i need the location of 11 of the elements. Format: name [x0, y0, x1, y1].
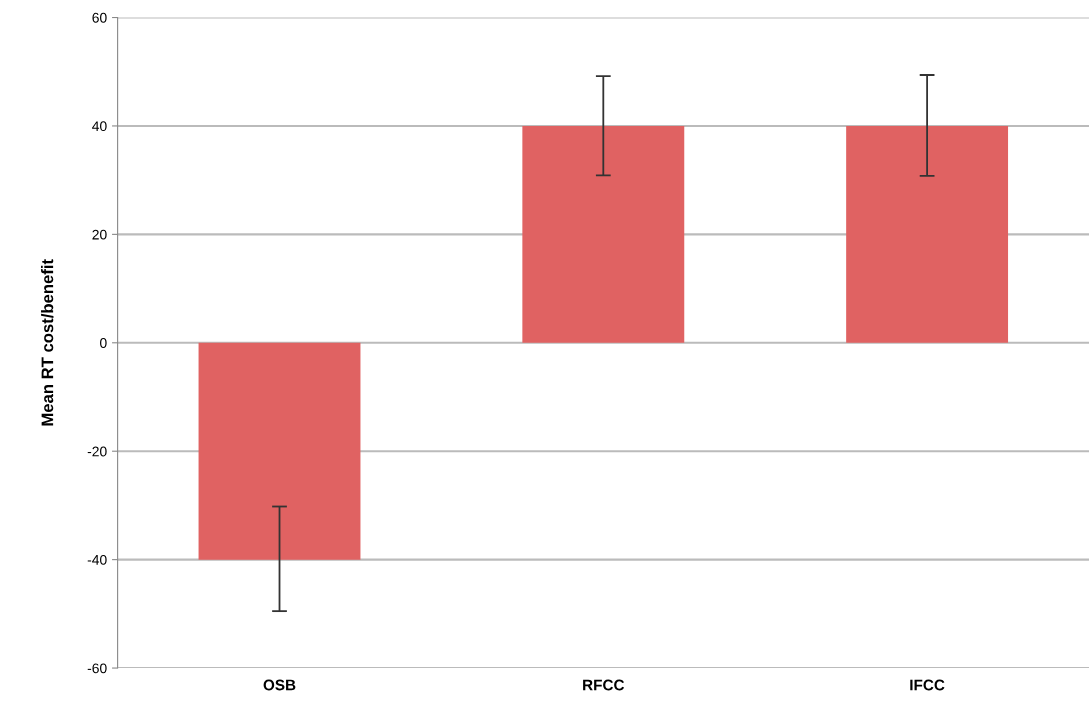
x-tick-label: RFCC — [583, 679, 625, 691]
y-tick-label: 40 — [92, 121, 107, 132]
y-tick-label: -60 — [87, 663, 107, 674]
y-tick-label: -20 — [87, 446, 107, 457]
x-tick-label: IFCC — [910, 679, 945, 691]
x-tick-label: OSB — [263, 679, 296, 691]
y-axis-title: Mean RT cost/benefit — [41, 259, 54, 426]
y-tick-label: -40 — [87, 554, 107, 565]
y-tick-label: 0 — [100, 338, 107, 348]
y-tick-label: 20 — [92, 229, 107, 240]
y-tick-label: 60 — [92, 12, 107, 23]
